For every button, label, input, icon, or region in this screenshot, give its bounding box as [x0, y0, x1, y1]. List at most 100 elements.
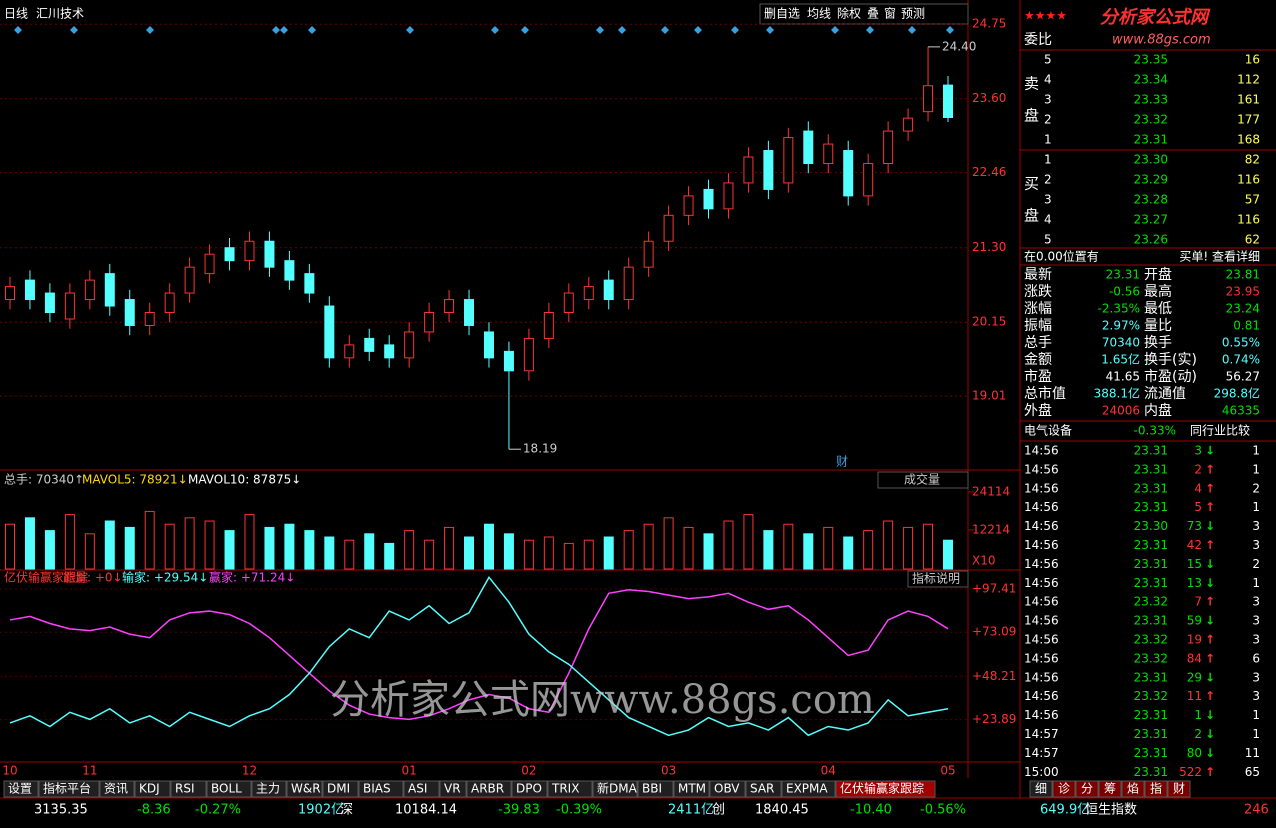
- order-detail[interactable]: 买单! 查看详细: [1179, 249, 1260, 264]
- level: 3: [1044, 193, 1052, 207]
- tab-label[interactable]: KDJ: [139, 782, 160, 796]
- side-tab-label[interactable]: 焰: [1127, 781, 1139, 796]
- tab-label[interactable]: 指标平台: [43, 781, 91, 796]
- tab[interactable]: [547, 780, 593, 798]
- stat-label: 金额: [1024, 352, 1052, 368]
- side-tab-label[interactable]: 财: [1173, 782, 1185, 796]
- side-tab-label[interactable]: 分: [1081, 782, 1093, 796]
- side-tab-label[interactable]: 筹: [1104, 782, 1116, 796]
- indicator-help[interactable]: [907, 570, 969, 588]
- tab[interactable]: [38, 780, 100, 798]
- tab[interactable]: [673, 780, 710, 798]
- tab[interactable]: [322, 780, 359, 798]
- tab-label[interactable]: 亿伏输赢家跟踪: [840, 781, 924, 796]
- tab[interactable]: [170, 780, 207, 798]
- logo-stars: ★★★★: [1024, 9, 1067, 23]
- toolbar-button[interactable]: 预测: [901, 7, 925, 21]
- toolbar-button[interactable]: 叠: [867, 7, 879, 21]
- tab-label[interactable]: BIAS: [363, 782, 391, 796]
- status-item: -10.40: [850, 803, 892, 818]
- level: 5: [1044, 233, 1052, 247]
- volume: 57: [1245, 193, 1260, 207]
- side-tab[interactable]: [1075, 780, 1099, 798]
- indicator-header: 输家: +29.54↓: [122, 570, 208, 585]
- tab-label[interactable]: 资讯: [104, 782, 128, 796]
- tab-label[interactable]: TRIX: [551, 782, 579, 796]
- tab[interactable]: [3, 780, 39, 798]
- volume: 82: [1245, 153, 1260, 167]
- volume-bar: [124, 526, 135, 570]
- volume-header: 总手: 70340↑: [4, 473, 84, 487]
- tab[interactable]: [358, 780, 404, 798]
- indicator-line: [9, 589, 949, 721]
- tab[interactable]: [511, 780, 548, 798]
- tab[interactable]: [745, 780, 782, 798]
- tab[interactable]: [439, 780, 467, 798]
- tab[interactable]: [781, 780, 836, 798]
- stat-value: 0.55%: [1222, 336, 1260, 350]
- trade-price: 23.32: [1134, 651, 1168, 665]
- level: 5: [1044, 53, 1052, 67]
- toolbar-button[interactable]: 删自选: [764, 7, 800, 21]
- tab[interactable]: [403, 780, 440, 798]
- side-tab-label[interactable]: 诊: [1058, 782, 1070, 796]
- volume-bar: [364, 533, 375, 570]
- trade-arrow: ↑: [1205, 633, 1215, 647]
- candle-body: [603, 279, 614, 301]
- tab[interactable]: [709, 780, 746, 798]
- side-tab[interactable]: [1052, 780, 1076, 798]
- industry-button[interactable]: 同行业比较: [1190, 423, 1250, 438]
- trade-time: 14:57: [1024, 727, 1059, 741]
- candle-body: [743, 156, 754, 184]
- side-tab[interactable]: [1121, 780, 1145, 798]
- side-tab[interactable]: [1098, 780, 1122, 798]
- tab-label[interactable]: BOLL: [211, 782, 242, 796]
- tab[interactable]: [466, 780, 512, 798]
- candle-body: [404, 331, 415, 359]
- candle-body: [783, 137, 794, 184]
- tab-label[interactable]: SAR: [750, 782, 774, 796]
- tab[interactable]: [835, 780, 936, 798]
- volume: 112: [1237, 73, 1260, 87]
- stat-value: 24006: [1102, 404, 1140, 418]
- toolbar-button[interactable]: 均线: [807, 7, 831, 21]
- side-tab-label[interactable]: 指: [1150, 781, 1162, 796]
- tab[interactable]: [206, 780, 252, 798]
- tab[interactable]: [637, 780, 674, 798]
- tab-label[interactable]: BBI: [642, 782, 662, 796]
- trade-price: 23.31: [1134, 500, 1168, 514]
- trade-time: 14:56: [1024, 557, 1059, 571]
- toolbar-button[interactable]: 窗: [884, 7, 896, 21]
- tab-label[interactable]: 新DMA: [597, 781, 638, 796]
- volume-bar: [583, 539, 594, 570]
- tab-label[interactable]: DMI: [327, 782, 350, 796]
- price: 23.30: [1134, 153, 1168, 167]
- tab-label[interactable]: RSI: [175, 782, 195, 796]
- side-tab-label[interactable]: 细: [1035, 782, 1047, 796]
- tab[interactable]: [134, 780, 171, 798]
- tab-label[interactable]: DPO: [516, 782, 542, 796]
- tab-label[interactable]: OBV: [714, 782, 740, 796]
- volume-bar: [863, 530, 874, 570]
- tab-label[interactable]: ASI: [408, 782, 427, 796]
- tab[interactable]: [592, 780, 638, 798]
- tab-label[interactable]: ARBR: [471, 782, 504, 796]
- tab-label[interactable]: VR: [444, 782, 461, 796]
- tab[interactable]: [251, 780, 287, 798]
- tab-label[interactable]: EXPMA: [786, 782, 828, 796]
- toolbar-button[interactable]: 除权: [837, 6, 861, 21]
- tab-label[interactable]: 主力: [256, 782, 280, 796]
- side-tab[interactable]: [1167, 780, 1191, 798]
- tab-label[interactable]: W&R: [291, 782, 321, 796]
- side-tab[interactable]: [1029, 780, 1053, 798]
- volume-bar: [324, 536, 335, 570]
- tab[interactable]: [99, 780, 135, 798]
- indicator-selector[interactable]: [877, 471, 969, 489]
- tab-label[interactable]: MTM: [678, 782, 706, 796]
- stat-value: 23.24: [1226, 302, 1260, 316]
- tab-label[interactable]: 设置: [8, 782, 32, 796]
- volume: 161: [1237, 93, 1260, 107]
- tab[interactable]: [286, 780, 323, 798]
- side-tab[interactable]: [1144, 780, 1168, 798]
